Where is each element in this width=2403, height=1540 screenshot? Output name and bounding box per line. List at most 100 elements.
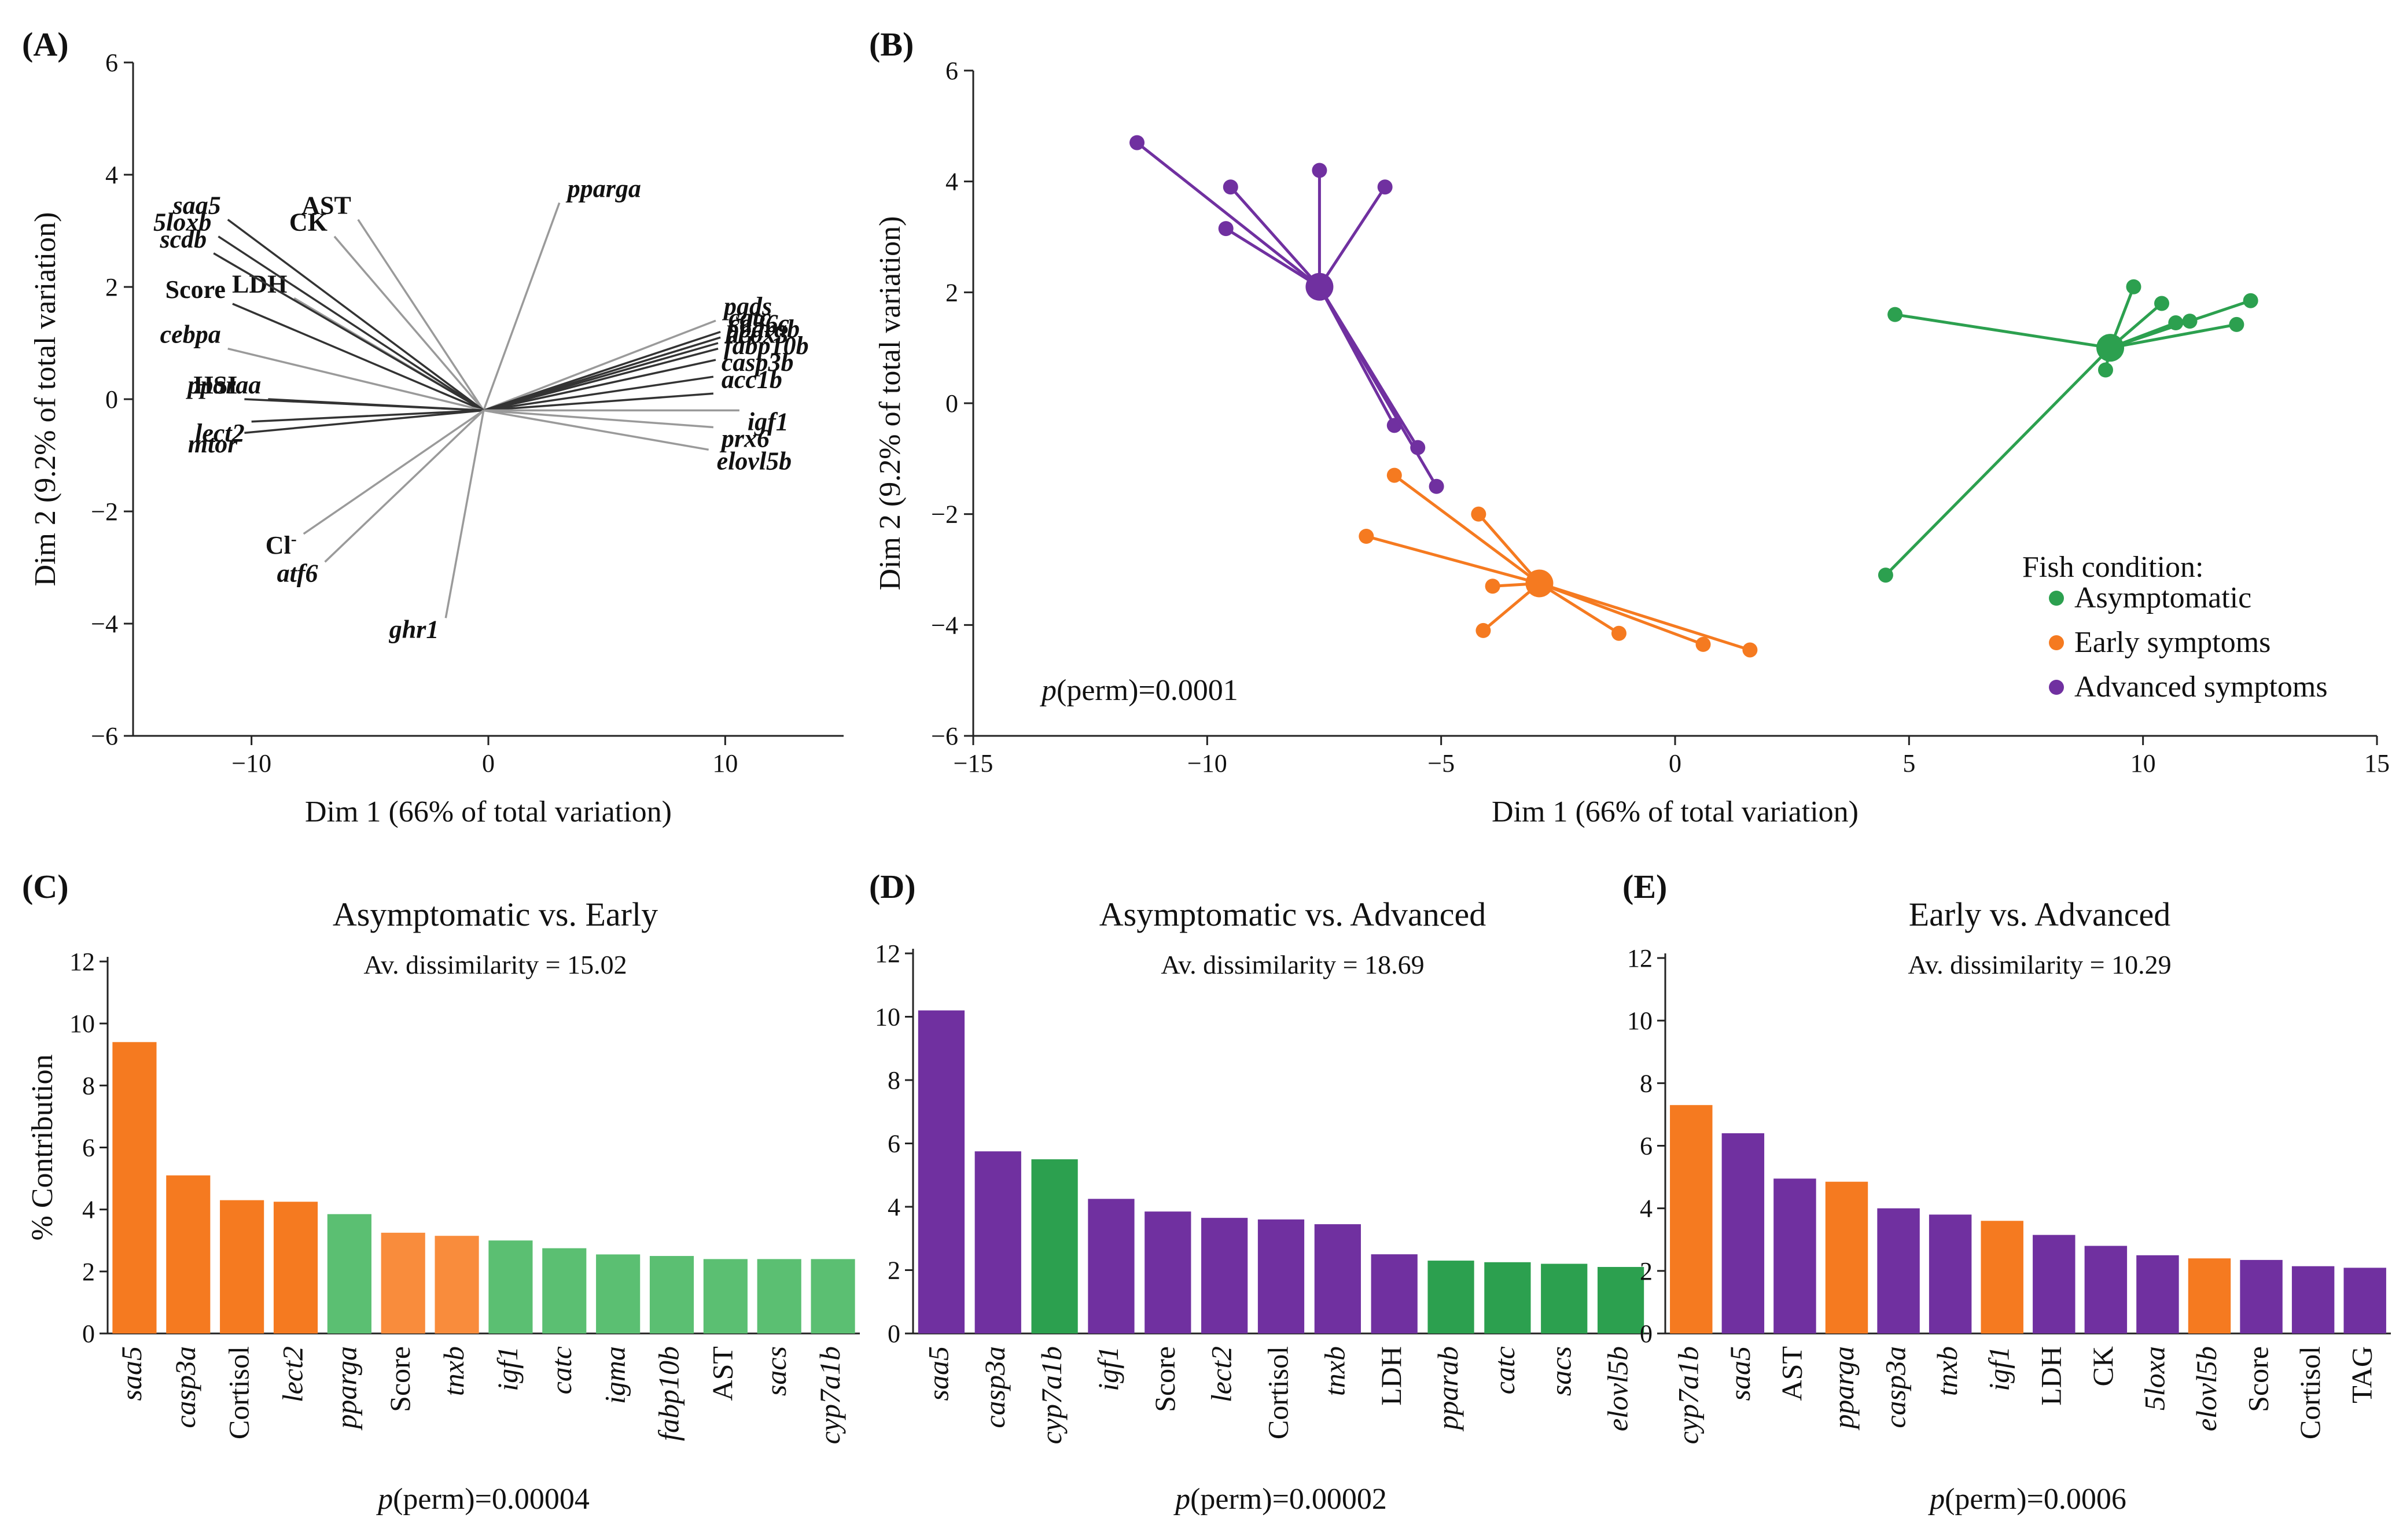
bar-igma bbox=[596, 1254, 641, 1333]
y-tick-label-e: 10 bbox=[1627, 1007, 1653, 1035]
bar-AST bbox=[1773, 1178, 1816, 1333]
spoke-early bbox=[1477, 513, 1541, 585]
point-early bbox=[1695, 636, 1711, 652]
category-label-igf1: igf1 bbox=[1983, 1346, 2015, 1391]
loading-vector-prx6 bbox=[483, 409, 713, 429]
bar-casp3a bbox=[974, 1151, 1021, 1333]
loading-vector-scdb bbox=[213, 252, 484, 411]
bar-LDH bbox=[2033, 1235, 2076, 1333]
bar-lect2 bbox=[1201, 1218, 1248, 1333]
y-tick-label-b: 2 bbox=[945, 278, 958, 307]
y-tick-label-a: −6 bbox=[91, 722, 118, 750]
y-tick-label-e: 8 bbox=[1640, 1069, 1653, 1097]
point-advanced bbox=[1410, 440, 1426, 455]
y-tick-label-a: 6 bbox=[105, 49, 118, 77]
bar-Score bbox=[2240, 1259, 2283, 1333]
bar-Cortisol bbox=[1257, 1219, 1305, 1333]
category-label-LDH: LDH bbox=[1375, 1346, 1407, 1406]
spoke-early bbox=[1366, 535, 1540, 585]
point-asymptomatic bbox=[1878, 568, 1893, 583]
spoke-advanced bbox=[1229, 186, 1321, 288]
y-tick-label-c: 12 bbox=[69, 948, 95, 976]
category-label-5loxa: 5loxa bbox=[2138, 1346, 2170, 1410]
point-early bbox=[1471, 506, 1486, 522]
vector-label-acox3: acox3 bbox=[726, 320, 789, 349]
perm-text-b: (perm)=0.0001 bbox=[1057, 674, 1238, 707]
loading-vector-atf6 bbox=[324, 410, 485, 563]
biplot-panel-a: −6 −4 −2 0 2 4 6 −10 0 10 Dim 1 (66% of total vari… bbox=[29, 49, 844, 828]
point-early bbox=[1611, 625, 1626, 641]
bar-saa5 bbox=[918, 1010, 965, 1333]
loading-vector-ghr1 bbox=[444, 410, 485, 618]
category-label-saa5: saa5 bbox=[922, 1346, 954, 1401]
vector-label-cebpa: cebpa bbox=[160, 320, 221, 349]
spoke-advanced bbox=[1136, 141, 1320, 288]
bar-Score bbox=[381, 1232, 425, 1333]
bar-Cortisol bbox=[2291, 1266, 2335, 1333]
category-label-sacs: sacs bbox=[760, 1346, 792, 1396]
bar-TAG bbox=[2343, 1268, 2386, 1333]
category-label-fabp10b: fabp10b bbox=[652, 1346, 685, 1441]
vector-label-AST: AST bbox=[301, 191, 351, 220]
vector-label-pparga: pparga bbox=[565, 175, 641, 203]
category-label-saa5: saa5 bbox=[1724, 1346, 1756, 1401]
category-label-casp3a: casp3a bbox=[978, 1346, 1011, 1428]
category-label-tnxb: tnxb bbox=[1318, 1346, 1350, 1396]
panel-label-e: (E) bbox=[1622, 868, 1667, 905]
category-label-igf1: igf1 bbox=[491, 1346, 524, 1391]
perm-label-d: p(perm)=0.00002 bbox=[1173, 1483, 1387, 1516]
category-label-Score: Score bbox=[384, 1346, 416, 1412]
loading-vector-cebpa bbox=[227, 347, 484, 412]
bar-casp3a bbox=[1877, 1208, 1920, 1333]
y-tick-label-e: 4 bbox=[1640, 1195, 1653, 1223]
loading-vector-pparga bbox=[483, 202, 561, 411]
category-label-tnxb: tnxb bbox=[437, 1346, 470, 1396]
y-tick-label-c: 8 bbox=[82, 1071, 95, 1100]
category-label-cyp7a1b: cyp7a1b bbox=[1672, 1346, 1704, 1444]
bar-tnxb bbox=[435, 1236, 479, 1333]
bar-5loxa bbox=[2136, 1255, 2179, 1333]
y-axis-label-c: % Contribution bbox=[26, 1054, 59, 1240]
loading-vector-AST bbox=[357, 219, 485, 411]
loading-vector-casp3b bbox=[483, 375, 714, 412]
spoke-asymptomatic bbox=[2110, 323, 2237, 349]
bar-Score bbox=[1145, 1211, 1191, 1333]
y-tick-label-b: 6 bbox=[945, 57, 958, 85]
perm-p-c: p bbox=[376, 1483, 393, 1516]
x-tick-label-b: −5 bbox=[1427, 749, 1455, 778]
x-tick-label-b: −10 bbox=[1187, 749, 1227, 778]
bar-Cortisol bbox=[220, 1200, 264, 1333]
chart-title-d: Asymptomatic vs. Advanced bbox=[1099, 896, 1486, 933]
vector-label-ghr1: ghr1 bbox=[389, 615, 439, 643]
chart-subtitle-c: Av. dissimilarity = 15.02 bbox=[363, 950, 627, 979]
legend-label-early: Early symptoms bbox=[2074, 626, 2270, 659]
x-tick-label-b: 15 bbox=[2364, 749, 2390, 778]
spoke-asymptomatic bbox=[1894, 313, 2111, 349]
y-tick-label-d: 4 bbox=[888, 1193, 900, 1221]
y-tick-label-e: 0 bbox=[1640, 1320, 1653, 1348]
bar-elovl5b bbox=[1597, 1267, 1644, 1333]
bar-LDH bbox=[1371, 1254, 1418, 1333]
category-label-Cortisol: Cortisol bbox=[223, 1346, 255, 1439]
bar-cyp7a1b bbox=[1670, 1105, 1713, 1333]
category-label-saa5: saa5 bbox=[115, 1346, 148, 1401]
legend-title: Fish condition: bbox=[2022, 551, 2203, 584]
category-label-elovl5b: elovl5b bbox=[1602, 1346, 1634, 1431]
panel-label-b: (B) bbox=[869, 25, 914, 63]
y-tick-label-e: 6 bbox=[1640, 1132, 1653, 1160]
category-label-Cortisol: Cortisol bbox=[2294, 1346, 2326, 1439]
bar-CK bbox=[2084, 1246, 2128, 1333]
perm-text-d: (perm)=0.00002 bbox=[1190, 1483, 1387, 1516]
vector-label-igf1: igf1 bbox=[748, 407, 789, 436]
panel-label-a: (A) bbox=[22, 25, 69, 63]
y-tick-label-e: 2 bbox=[1640, 1257, 1653, 1285]
spoke-advanced bbox=[1225, 227, 1320, 288]
y-tick-label-c: 4 bbox=[82, 1196, 95, 1224]
bar-saa5 bbox=[112, 1042, 157, 1333]
vector-label-lect2: lect2 bbox=[195, 419, 245, 447]
loading-vector-pgds bbox=[483, 319, 716, 412]
y-tick-label-a: 2 bbox=[105, 273, 118, 301]
y-tick-label-b: −2 bbox=[931, 500, 958, 529]
y-tick-label-c: 0 bbox=[82, 1320, 95, 1348]
vector-label-scdb: scdb bbox=[160, 225, 207, 253]
